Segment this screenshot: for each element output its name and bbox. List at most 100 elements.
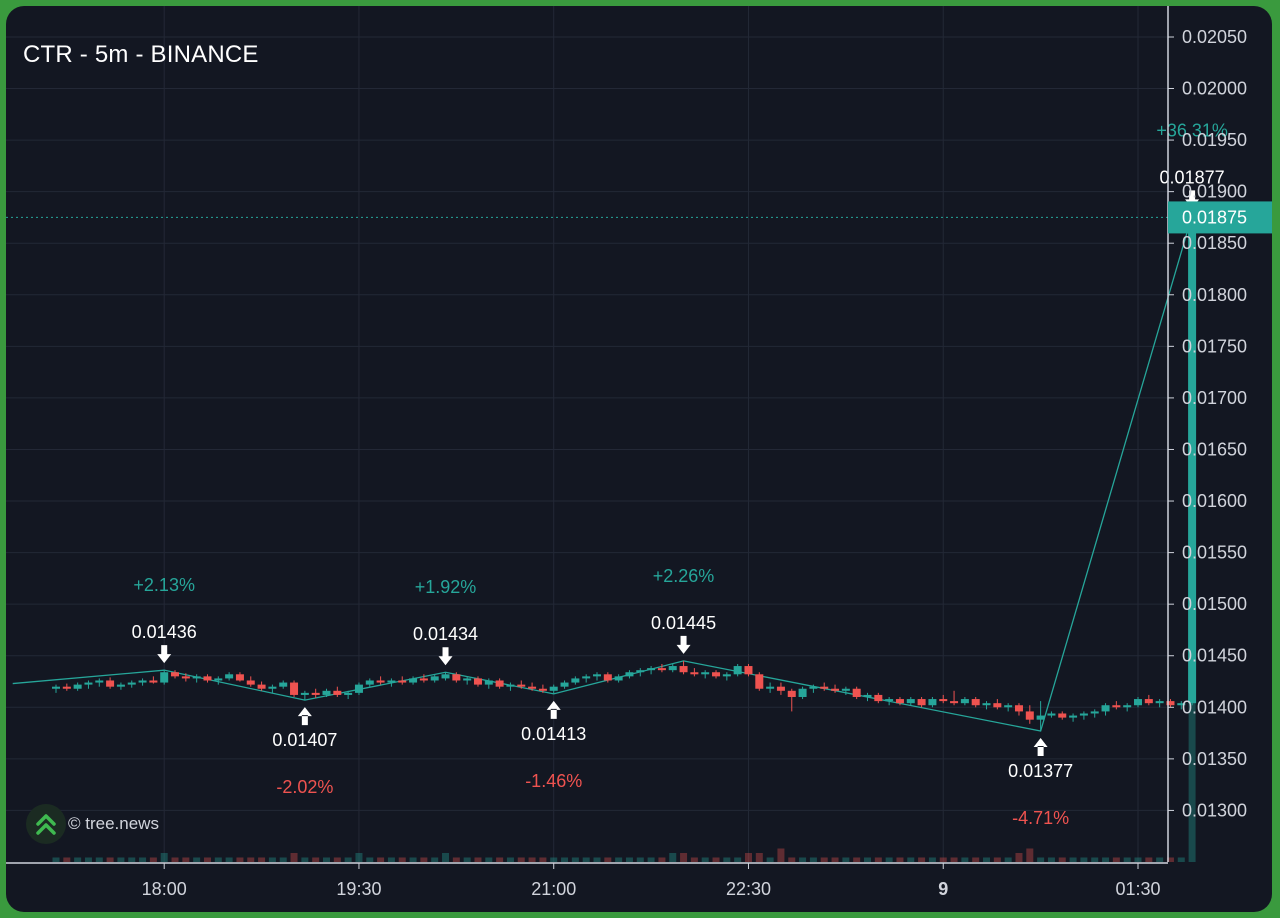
candle-body [1123,705,1132,708]
pivot-low-price-label: 0.01377 [1008,761,1073,781]
volume-bar [550,857,558,862]
candlestick-chart[interactable]: 0.01436 +2.13% 0.01407 -2.02% 0.01434 +1.92% 0… [6,6,1272,912]
pivot-low-change-label: -4.71% [1012,808,1069,828]
price-axis-label: 0.01350 [1182,749,1247,769]
candle [571,676,580,685]
candle [106,677,115,689]
candle-body [614,676,623,681]
candle-body [203,676,212,681]
candle [614,674,623,683]
candle-body [376,680,385,683]
candle-body [971,699,980,706]
candle [1036,701,1045,732]
pivot-high-price-label: 0.01877 [1160,167,1225,187]
volume-bar [1015,853,1023,862]
price-axis-label: 0.01800 [1182,285,1247,305]
volume-bar [387,857,395,862]
volume-bar [247,857,255,862]
candle [690,668,699,677]
volume-bar [442,853,450,862]
candle-body [1036,715,1045,720]
time-axis-label: 21:00 [531,879,576,899]
candle-body [885,699,894,702]
volume-bar [701,857,709,862]
volume-bar [755,853,763,862]
volume-bar [928,857,936,862]
candle [1090,709,1099,718]
candle [333,686,342,697]
volume-bar [864,857,871,862]
volume-bar [831,857,839,862]
volume-bar [734,857,742,862]
volume-bar [355,853,363,862]
volume-bar [1004,857,1012,862]
candle-body [1155,701,1164,704]
candle [1144,694,1153,706]
candle-body [722,674,731,677]
candle [733,663,742,677]
candle [1047,711,1056,718]
candle [1069,713,1078,722]
volume-bar [1080,857,1088,862]
candle [712,670,721,679]
candle [463,676,472,685]
volume-bar [885,857,893,862]
candle [668,663,677,673]
candle [225,672,234,681]
volume-bar [528,857,536,862]
chart-frame: 0.01436 +2.13% 0.01407 -2.02% 0.01434 +1.92% 0… [6,6,1272,912]
candle [495,678,504,689]
candle-body [625,672,634,677]
candle-body [538,688,547,691]
candle-body [1134,699,1142,706]
candle [722,672,731,681]
volume-bar [1047,857,1055,862]
candle-body [1014,705,1023,712]
candle-body [398,680,407,683]
candle [939,694,948,704]
volume-bar [983,857,991,862]
candle-body [1069,715,1078,718]
volume-bar [377,857,385,862]
candle [84,680,93,689]
candle [1166,699,1175,708]
price-axis-label: 0.01900 [1182,182,1247,202]
candle-body [452,674,461,681]
volume-bar [203,857,211,862]
volume-bar [539,857,547,862]
candle-body [528,686,537,689]
arrow-down-icon [157,645,172,664]
volume-bar [1091,857,1099,862]
zigzag-line [12,215,1193,732]
candle-body [106,680,115,687]
volume-bar [171,857,179,862]
candle-body [1079,713,1088,716]
volume-bar [279,857,287,862]
candle-body [895,699,904,704]
candle [863,692,872,702]
pivot-low-change-label: -1.46% [525,771,582,791]
candle-body [1177,703,1186,706]
volume-bar [160,853,168,862]
candle [73,682,82,691]
candle-body [787,690,796,697]
volume-bar [95,857,103,862]
volume-bar [63,857,71,862]
volume-bar [561,857,569,862]
time-axis-label: 9 [938,879,948,899]
volume-bar [669,853,677,862]
candle [127,680,136,688]
candle-body [766,686,775,689]
candle-body [755,674,764,689]
volume-bar [506,857,514,862]
volume-bar [74,857,82,862]
candle-body [690,672,699,675]
candle [192,674,201,683]
candle-body [1101,705,1110,712]
candle [636,668,645,677]
candle-body [733,666,742,675]
volume-bar [766,857,774,862]
candle [1112,701,1121,710]
candle [776,682,785,695]
volume-bar [647,857,655,862]
